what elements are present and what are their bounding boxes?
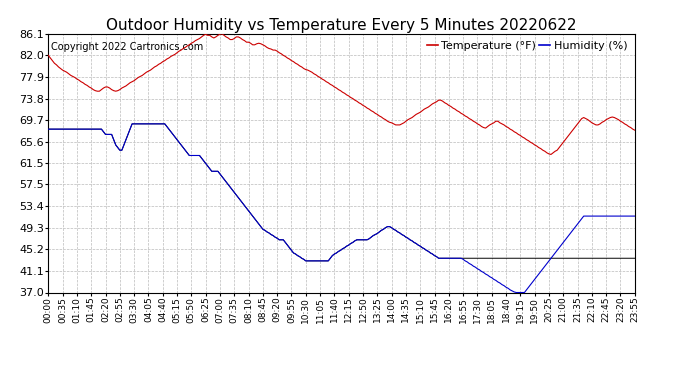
Text: Copyright 2022 Cartronics.com: Copyright 2022 Cartronics.com xyxy=(51,42,204,51)
Legend: Temperature (°F), Humidity (%): Temperature (°F), Humidity (%) xyxy=(422,36,632,55)
Title: Outdoor Humidity vs Temperature Every 5 Minutes 20220622: Outdoor Humidity vs Temperature Every 5 … xyxy=(106,18,577,33)
